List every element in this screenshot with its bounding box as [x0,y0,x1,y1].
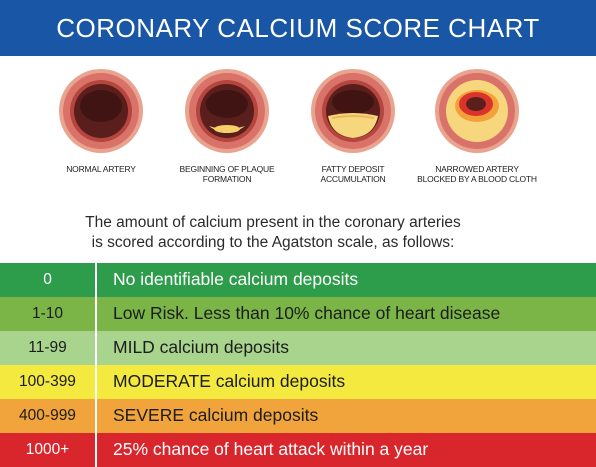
scale-row: 1000+ 25% chance of heart attack within a… [0,433,596,467]
scale-row: 0 No identifiable calcium deposits [0,263,596,297]
artery-narrowed-clot: NARROWED ARTERY BLOCKED BY A BLOOD CLOTH [412,66,542,184]
page-title: CORONARY CALCIUM SCORE CHART [0,0,596,56]
scale-score: 100-399 [0,365,95,399]
scale-description-text: SEVERE calcium deposits [97,399,596,433]
scale-description-text: MODERATE calcium deposits [97,365,596,399]
artery-normal: NORMAL ARTERY [36,66,166,174]
artery-label: FATTY DEPOSIT ACCUMULATION [320,164,386,184]
scale-description-text: 25% chance of heart attack within a year [97,433,596,467]
scale-score: 1-10 [0,297,95,331]
scale-description-text: MILD calcium deposits [97,331,596,365]
scale-row: 11-99 MILD calcium deposits [0,331,596,365]
scale-row: 100-399 MODERATE calcium deposits [0,365,596,399]
artery-label: NORMAL ARTERY [66,164,136,174]
scale-description-text: Low Risk. Less than 10% chance of heart … [97,297,596,331]
artery-label: NARROWED ARTERY BLOCKED BY A BLOOD CLOTH [417,164,537,184]
scale-row: 400-999 SEVERE calcium deposits [0,399,596,433]
fatty-deposit-artery-icon [311,69,395,153]
scale-score: 0 [0,263,95,297]
normal-artery-icon [59,69,143,153]
artery-fatty-deposit: FATTY DEPOSIT ACCUMULATION [288,66,418,184]
scale-score: 11-99 [0,331,95,365]
agatston-scale-table: 0 No identifiable calcium deposits 1-10 Low… [0,263,596,467]
artery-plaque-beginning: BEGINNING OF PLAQUE FORMATION [162,66,292,184]
scale-description-text: No identifiable calcium deposits [97,263,596,297]
scale-score: 400-999 [0,399,95,433]
plaque-artery-icon [185,69,269,153]
artery-label: BEGINNING OF PLAQUE FORMATION [179,164,275,184]
clot-artery-icon [435,69,519,153]
scale-row: 1-10 Low Risk. Less than 10% chance of he… [0,297,596,331]
scale-description: The amount of calcium present in the cor… [85,214,461,251]
artery-stages: NORMAL ARTERY BEGINNING OF PLAQUE FORMAT… [0,66,596,206]
scale-score: 1000+ [0,433,95,467]
